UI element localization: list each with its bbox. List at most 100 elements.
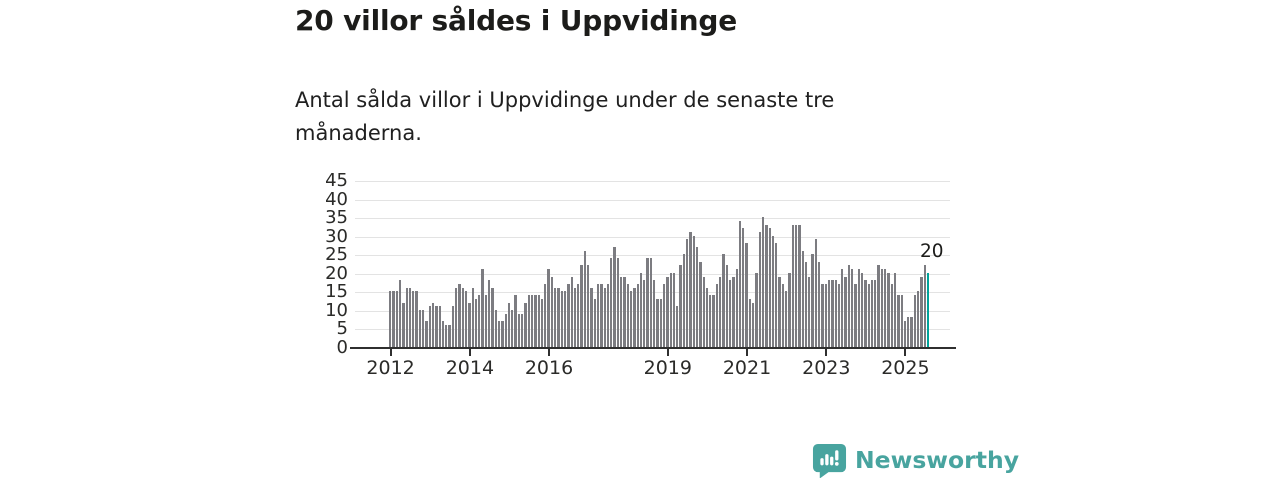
bar — [554, 287, 557, 347]
x-tick-mark — [746, 349, 748, 356]
bar — [765, 224, 768, 347]
bar — [791, 224, 794, 347]
bar — [636, 283, 639, 347]
bar — [620, 276, 623, 347]
bar — [580, 265, 583, 347]
bar — [613, 246, 616, 347]
gridline — [355, 329, 950, 331]
newsworthy-logo-text: Newsworthy — [855, 446, 1020, 474]
bar — [666, 276, 669, 347]
bar — [530, 295, 534, 347]
bar — [672, 272, 676, 347]
bar — [649, 257, 653, 347]
bar — [884, 269, 887, 347]
gridline — [355, 236, 950, 238]
gridline — [355, 181, 950, 182]
bar — [653, 280, 656, 347]
bar — [544, 283, 547, 347]
bar — [629, 291, 633, 347]
gridline — [355, 273, 950, 275]
bar — [897, 295, 900, 347]
bar — [827, 280, 831, 347]
bar — [468, 302, 471, 347]
bar — [415, 291, 418, 347]
bar — [900, 295, 903, 347]
bar — [445, 324, 448, 347]
bar — [732, 276, 735, 347]
bar — [557, 287, 560, 347]
bar — [639, 272, 643, 347]
gridline — [355, 218, 950, 220]
bar — [593, 298, 596, 347]
bar — [659, 298, 662, 347]
bar — [395, 291, 398, 347]
bar — [818, 261, 821, 347]
bar — [712, 295, 715, 347]
bar — [860, 272, 864, 347]
bar — [398, 280, 402, 347]
y-tick-label: 15 — [325, 281, 348, 303]
bar — [438, 306, 441, 347]
bar — [752, 302, 755, 347]
bar — [768, 228, 771, 347]
bar — [877, 265, 880, 347]
y-tick-label: 25 — [325, 244, 348, 266]
gridline — [355, 310, 950, 312]
bar — [857, 269, 860, 347]
bar — [725, 265, 728, 347]
plot-area — [355, 181, 950, 348]
x-tick-mark — [389, 349, 392, 356]
bar — [854, 283, 857, 347]
gridline — [355, 199, 950, 201]
bar — [874, 280, 877, 347]
bar — [699, 261, 702, 347]
bar — [458, 283, 461, 347]
x-tick-mark — [666, 349, 669, 356]
x-tick-mark — [904, 349, 907, 356]
bar — [903, 321, 907, 347]
bar — [821, 283, 824, 347]
bar — [583, 250, 587, 347]
bar — [808, 276, 811, 347]
bar — [603, 287, 606, 347]
bar — [907, 317, 910, 347]
bar — [771, 235, 775, 347]
bar — [435, 306, 438, 347]
bar — [662, 283, 666, 347]
bar — [577, 283, 580, 347]
bar — [524, 302, 527, 347]
bar — [484, 295, 488, 347]
bar — [742, 228, 745, 347]
bar — [917, 291, 920, 347]
x-tick-mark — [825, 349, 828, 356]
bar — [831, 280, 834, 347]
bar — [623, 276, 626, 347]
bar — [735, 269, 738, 347]
bar — [441, 321, 445, 347]
bar — [501, 321, 504, 347]
bar — [448, 324, 451, 347]
bar — [745, 243, 748, 347]
bar — [755, 272, 758, 347]
last-value-label: 20 — [920, 241, 944, 262]
bar — [676, 306, 679, 347]
bar — [600, 283, 603, 347]
gridline — [355, 255, 950, 257]
bar — [824, 283, 827, 347]
newsworthy-logo-icon — [812, 443, 847, 478]
bar — [550, 276, 554, 347]
y-tick-label: 45 — [325, 170, 348, 191]
bar — [841, 269, 844, 347]
bar — [851, 269, 854, 347]
bar — [669, 272, 672, 347]
bar — [715, 283, 719, 347]
bar — [804, 261, 808, 347]
bar — [705, 287, 709, 347]
bar — [801, 250, 804, 347]
bar — [758, 232, 761, 347]
gridline — [355, 292, 950, 294]
bar — [494, 309, 497, 347]
bar — [517, 313, 521, 347]
bar — [422, 309, 425, 347]
bar — [590, 287, 593, 347]
